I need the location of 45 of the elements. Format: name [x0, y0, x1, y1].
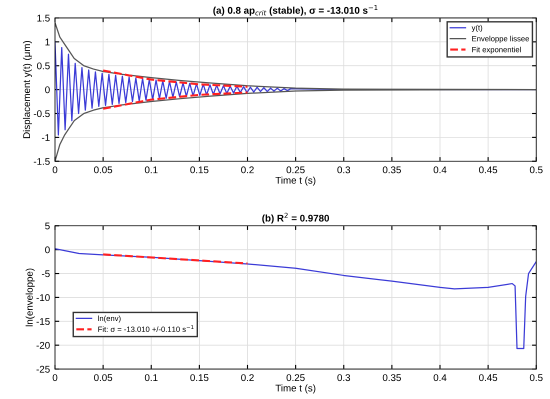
x-tick-label: 0.35	[382, 166, 401, 174]
x-tick-label: 0.05	[94, 166, 112, 174]
x-tick-label: 0.4	[434, 166, 446, 174]
x-tick-label: 0.45	[479, 374, 498, 382]
x-tick-label: 0.2	[241, 374, 254, 382]
y-tick-label: 1	[45, 38, 50, 46]
y-tick-label: -25	[36, 366, 50, 373]
line-series	[102, 69, 249, 88]
y-tick-label: 1.5	[37, 14, 50, 22]
x-tick-label: 0.25	[286, 374, 305, 382]
x-tick-label: 0	[52, 374, 58, 382]
chart-title: (a) 0.8 ap$_{crit}$ (stable), σ = -13.010 s$^{−1}$	[213, 5, 378, 16]
y-tick-label: 0	[45, 86, 50, 94]
y-tick-label: -15	[36, 318, 50, 325]
x-tick-label: 0.35	[382, 374, 401, 382]
y-tick-label: 0.5	[37, 62, 50, 70]
line-series	[102, 91, 249, 110]
x-tick-label: 0.1	[144, 374, 158, 382]
y-tick-label: 0	[45, 246, 50, 254]
x-tick-label: 0.25	[286, 166, 305, 174]
x-tick-label: 0	[52, 166, 58, 174]
x-tick-label: 0.5	[530, 166, 543, 174]
x-tick-label: 0.4	[434, 374, 446, 382]
x-tick-label: 0.15	[190, 166, 208, 174]
y-tick-label: -1.5	[34, 158, 50, 165]
x-tick-label: 0.45	[479, 166, 498, 174]
x-axis-title: Time t (s)	[276, 384, 316, 394]
x-tick-label: 0.15	[190, 374, 208, 382]
x-tick-label: 0.5	[530, 374, 543, 382]
y-tick-label: -10	[36, 294, 50, 302]
y-tick-label: 5	[45, 222, 50, 230]
y-tick-label: -5	[42, 270, 50, 278]
y-tick-label: -0.5	[34, 110, 50, 118]
line-series	[55, 248, 536, 350]
x-tick-label: 0.05	[94, 374, 112, 382]
y-tick-label: -20	[36, 342, 50, 349]
x-tick-label: 0.3	[337, 166, 350, 174]
x-tick-label: 0.1	[144, 166, 158, 174]
x-tick-label: 0.3	[337, 374, 350, 382]
chart-title: (b) R$^{2}$ = 0.9780	[262, 212, 330, 224]
y-axis-title: Displacement y(t) (μm)	[22, 40, 32, 138]
y-axis-title: ln(enveloppe)	[26, 268, 35, 326]
y-tick-label: -1	[42, 134, 50, 141]
x-tick-label: 0.2	[241, 166, 254, 174]
x-axis-title: Time t (s)	[276, 176, 316, 186]
